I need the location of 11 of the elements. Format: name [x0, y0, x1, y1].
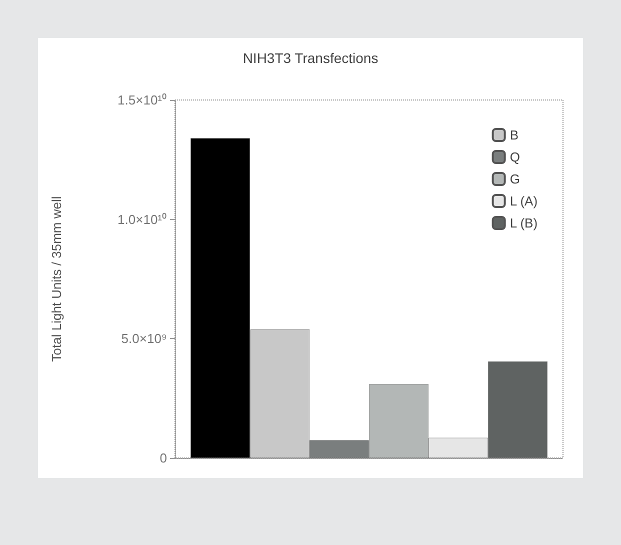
legend-label: L (A): [510, 194, 538, 208]
legend-label: G: [510, 172, 520, 186]
legend-label: Q: [510, 150, 520, 164]
y-tick-label: 1.5×10¹⁰: [118, 92, 167, 108]
y-tick-label: 5.0×10⁹: [121, 331, 167, 346]
chart-title: NIH3T3 Transfections: [242, 50, 378, 66]
legend-label: B: [510, 128, 518, 142]
legend-label: L (B): [510, 216, 538, 230]
y-tick-label: 1.0×10¹⁰: [118, 212, 167, 227]
y-tick-label: 0: [160, 450, 167, 466]
y-axis-title: Total Light Units / 35mm well: [49, 196, 64, 362]
